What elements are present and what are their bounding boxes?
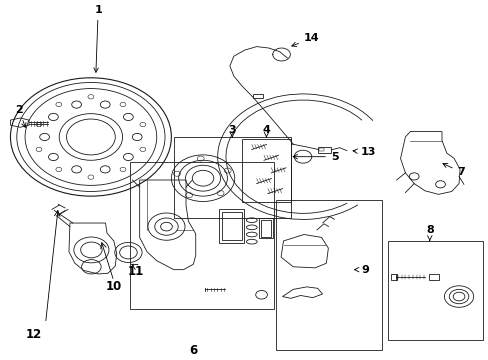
Bar xyxy=(219,209,244,243)
Text: 2: 2 xyxy=(15,105,26,127)
Text: 9: 9 xyxy=(354,265,368,275)
Bar xyxy=(276,200,382,350)
Bar xyxy=(261,220,270,237)
Bar xyxy=(317,147,330,153)
Text: 11: 11 xyxy=(128,265,144,278)
Bar xyxy=(130,162,273,309)
Bar xyxy=(428,274,438,280)
Bar xyxy=(253,94,263,98)
Bar xyxy=(173,137,290,218)
Bar xyxy=(242,139,290,202)
Text: 5: 5 xyxy=(292,152,338,162)
Bar xyxy=(259,219,272,238)
Bar xyxy=(390,274,396,280)
Text: 1: 1 xyxy=(94,5,102,72)
Bar xyxy=(222,212,241,240)
Text: 14: 14 xyxy=(291,33,319,46)
Text: 4: 4 xyxy=(262,125,270,138)
Bar xyxy=(318,148,324,151)
Text: 12: 12 xyxy=(26,328,42,341)
Text: 3: 3 xyxy=(228,125,236,138)
Text: 13: 13 xyxy=(352,147,376,157)
Text: 7: 7 xyxy=(442,163,465,177)
Text: 10: 10 xyxy=(105,280,122,293)
Text: 6: 6 xyxy=(189,344,197,357)
Text: 8: 8 xyxy=(425,225,433,241)
Bar xyxy=(387,241,483,339)
